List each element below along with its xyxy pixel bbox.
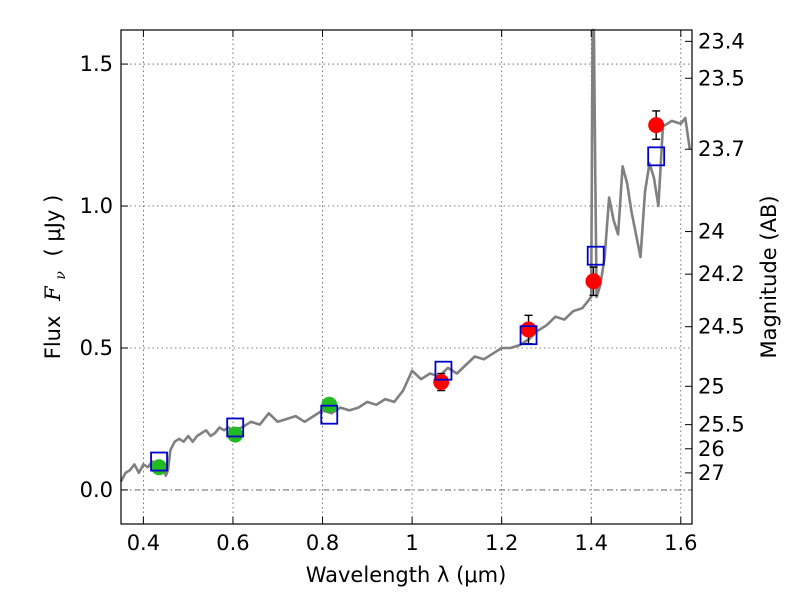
x-axis-ticks: 0.4 0.6 0.8 1 1.2 1.4 1.6 <box>127 30 698 555</box>
model-flux-square <box>320 404 339 425</box>
y-axis-symbol: F <box>41 285 65 302</box>
grid-lines <box>121 30 692 524</box>
x-tick-label: 0.4 <box>127 531 160 555</box>
plot-frame <box>120 29 693 525</box>
photometry-point <box>321 396 338 413</box>
photometry-point <box>648 117 665 134</box>
model-flux-square <box>226 417 245 438</box>
model-flux-square <box>150 451 168 472</box>
x-tick-label: 1.2 <box>485 531 518 555</box>
spectrum-line <box>119 28 692 483</box>
x-tick-label: 1.6 <box>664 531 697 555</box>
right-tick-label: 25.5 <box>698 413 745 437</box>
right-tick-label: 25 <box>698 374 725 398</box>
right-tick-label: 24 <box>698 220 725 244</box>
x-tick-label: 0.8 <box>306 531 339 555</box>
y-axis-unit: ( μJy ) <box>41 195 65 257</box>
y-axis-ticks: 0.0 0.5 1.0 1.5 <box>80 52 128 502</box>
model-flux-square <box>647 146 666 167</box>
right-tick-label: 23.5 <box>698 66 745 90</box>
photometry-point <box>520 321 537 338</box>
y-tick-label: 1.0 <box>80 194 113 218</box>
right-tick-label: 24.2 <box>698 262 745 286</box>
y-tick-label: 1.5 <box>80 52 113 76</box>
model-flux-square <box>586 245 605 266</box>
photometry-point <box>585 273 602 290</box>
right-tick-label: 24.5 <box>698 315 745 339</box>
right-tick-label: 23.7 <box>698 137 745 161</box>
x-tick-label: 1 <box>405 531 418 555</box>
y-axis-subscript: ν <box>53 271 69 280</box>
model-flux-square <box>434 360 453 381</box>
y-axis-title: Flux F ν ( μJy ) <box>41 195 70 360</box>
y-axis-prefix: Flux <box>41 316 65 360</box>
x-tick-label: 1.4 <box>575 531 608 555</box>
data-markers <box>150 117 666 476</box>
model-spectrum <box>119 28 692 483</box>
y-tick-label: 0.5 <box>80 336 113 360</box>
right-tick-label: 26 <box>698 437 725 461</box>
right-tick-label: 23.4 <box>698 29 745 53</box>
y-tick-label: 0.0 <box>80 478 113 502</box>
photometry-point <box>433 374 450 391</box>
photometry-point <box>151 459 168 476</box>
x-tick-label: 0.6 <box>216 531 249 555</box>
right-tick-label: 27 <box>698 461 725 485</box>
x-axis-title: Wavelength λ (μm) <box>306 563 507 587</box>
model-flux-square <box>519 325 538 346</box>
right-axis-title: Magnitude (AB) <box>757 195 781 358</box>
photometry-point <box>227 426 244 443</box>
